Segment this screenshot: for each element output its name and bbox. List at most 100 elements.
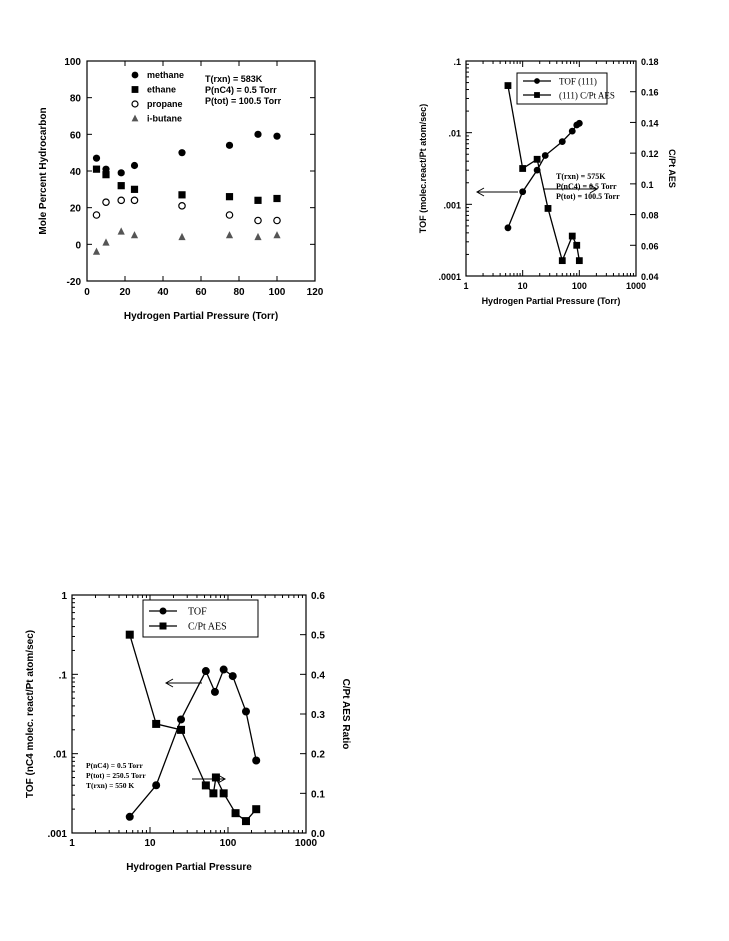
chart-1-condition-text: P(tot) = 100.5 Torr — [205, 96, 282, 106]
chart-3-point — [201, 667, 210, 676]
chart-1-point-i-butane — [254, 232, 262, 241]
chart-2-legend-label: (111) C/Pt AES — [559, 91, 615, 101]
chart-3-x-axis-label: Hydrogen Partial Pressure — [126, 862, 252, 873]
chart-2-y2-tick-label: 0.06 — [641, 241, 659, 251]
chart-2-point — [575, 119, 583, 127]
chart-3-legend-marker — [159, 622, 167, 630]
chart-2-tof-vs-pressure: 1 10 100 1000 .0001 .001 .01 .1 0.04 0.06 0.08 0.1 0… — [418, 57, 677, 306]
chart-1-y-tick-label: 40 — [70, 167, 82, 178]
chart-2-y-tick-label: .001 — [443, 200, 461, 210]
chart-1-point-i-butane — [117, 227, 125, 235]
chart-2-x-tick-label: 100 — [572, 281, 587, 291]
chart-1-point-propane — [273, 216, 281, 225]
chart-2-x-tick-label: 10 — [518, 281, 528, 291]
chart-3-point — [252, 805, 261, 814]
chart-3-y2-tick-label: 0.3 — [311, 710, 325, 721]
chart-1-point-i-butane — [178, 232, 186, 241]
chart-2-y2-tick-label: 0.18 — [641, 57, 659, 67]
chart-3-y2-tick-label: 0.0 — [311, 829, 325, 840]
chart-1-x-tick-label: 100 — [269, 287, 286, 298]
chart-1-legend-label: methane — [147, 70, 184, 80]
chart-3-point — [201, 781, 210, 790]
chart-2-condition-text: T(rxn) = 575K — [556, 172, 606, 181]
chart-1-legend-label: propane — [147, 99, 183, 109]
chart-3-legend-box — [142, 599, 259, 638]
chart-2-point — [504, 82, 512, 89]
chart-2-y-tick-label: .1 — [453, 57, 461, 67]
chart-2-legend-marker — [534, 78, 540, 84]
chart-1-point-propane — [254, 216, 262, 225]
chart-1-point-ethane — [130, 185, 139, 193]
chart-2-axis-arrow-head — [475, 187, 485, 197]
chart-3-y-tick-label: .1 — [59, 670, 68, 681]
chart-1-legend-marker-methane — [131, 71, 139, 79]
chart-2-axis-arrow-head — [589, 184, 599, 194]
chart-2-point — [541, 152, 549, 159]
chart-2-point — [533, 155, 541, 163]
chart-1-y-tick-label: -20 — [67, 277, 82, 288]
chart-2-legend-label: TOF (111) — [559, 77, 597, 87]
chart-1-x-axis-label: Hydrogen Partial Pressure (Torr) — [124, 311, 278, 322]
chart-3-point — [231, 809, 240, 818]
chart-3-condition-text: P(nC4) = 0.5 Torr — [86, 761, 143, 770]
chart-3-point — [219, 665, 228, 674]
chart-2-point — [558, 257, 566, 265]
chart-1-x-tick-label: 40 — [157, 287, 169, 298]
chart-3-y-tick-label: 1 — [61, 591, 67, 602]
chart-3-legend-marker — [159, 607, 167, 615]
chart-3-point — [252, 756, 261, 765]
chart-1-point-ethane — [273, 194, 281, 203]
chart-3-point — [152, 781, 161, 790]
chart-1-y-tick-label: 100 — [64, 57, 81, 68]
chart-1-point-i-butane — [92, 247, 101, 255]
chart-1-condition-text: P(nC4) = 0.5 Torr — [205, 85, 277, 95]
chart-1-point-methane — [92, 154, 101, 162]
chart-1-legend-label: i-butane — [147, 114, 182, 124]
chart-3-condition-text: T(rxn) = 550 K — [86, 781, 134, 790]
chart-2-point — [504, 224, 512, 232]
chart-3-point — [125, 812, 134, 821]
chart-1-y-tick-label: 0 — [75, 240, 81, 251]
chart-2-y2-tick-label: 0.08 — [641, 211, 659, 221]
chart-3-tof-vs-pressure: 1 10 100 1000 .001 .01 .1 1 0.0 0.1 0.2 0.3 0.4 0.5 0.… — [25, 591, 351, 873]
chart-1-point-ethane — [102, 171, 110, 179]
chart-1-condition-text: T(rxn) = 583K — [205, 74, 263, 84]
chart-3-point — [152, 719, 161, 728]
chart-1-x-tick-label: 20 — [119, 287, 131, 298]
chart-2-x-tick-label: 1 — [463, 281, 468, 291]
chart-3-point — [125, 630, 134, 639]
chart-1-point-i-butane — [225, 231, 234, 239]
chart-3-point — [211, 773, 220, 782]
chart-3-point — [241, 707, 250, 716]
chart-1-legend-marker-propane — [131, 100, 139, 108]
chart-2-point — [568, 127, 576, 135]
chart-2-point — [573, 241, 581, 249]
chart-2-x-tick-label: 1000 — [626, 281, 646, 291]
chart-3-legend-label: C/Pt AES — [188, 622, 227, 633]
chart-3-x-tick-label: 100 — [220, 838, 237, 849]
chart-1-legend-marker-i-butane — [131, 114, 139, 122]
chart-1-point-methane — [102, 165, 110, 173]
chart-3-x-tick-label: 10 — [144, 838, 156, 849]
chart-1-point-propane — [92, 211, 101, 219]
chart-2-point — [558, 138, 566, 146]
chart-1-point-propane — [102, 198, 110, 206]
chart-2-y2-tick-label: 0.1 — [641, 180, 654, 190]
chart-3-axis-arrow-head — [217, 774, 227, 784]
chart-2-condition-text: P(nC4) = 0.5 Torr — [556, 182, 617, 191]
chart-2-point — [568, 232, 576, 240]
chart-1-point-methane — [178, 149, 186, 157]
chart-2-plot-frame — [465, 60, 637, 277]
chart-2-y2-tick-label: 0.04 — [641, 272, 659, 282]
chart-1-legend-marker-ethane — [131, 86, 139, 93]
chart-1-x-tick-label: 0 — [84, 287, 90, 298]
chart-1-x-tick-label: 120 — [307, 287, 324, 298]
chart-1-point-methane — [254, 130, 262, 138]
chart-1-point-methane — [117, 169, 125, 177]
chart-3-axis-arrow-head — [164, 678, 174, 688]
chart-3-point — [210, 687, 219, 696]
chart-3-point — [241, 817, 250, 826]
chart-2-condition-text: P(tot) = 100.5 Torr — [556, 192, 620, 201]
chart-1-point-propane — [130, 196, 139, 205]
